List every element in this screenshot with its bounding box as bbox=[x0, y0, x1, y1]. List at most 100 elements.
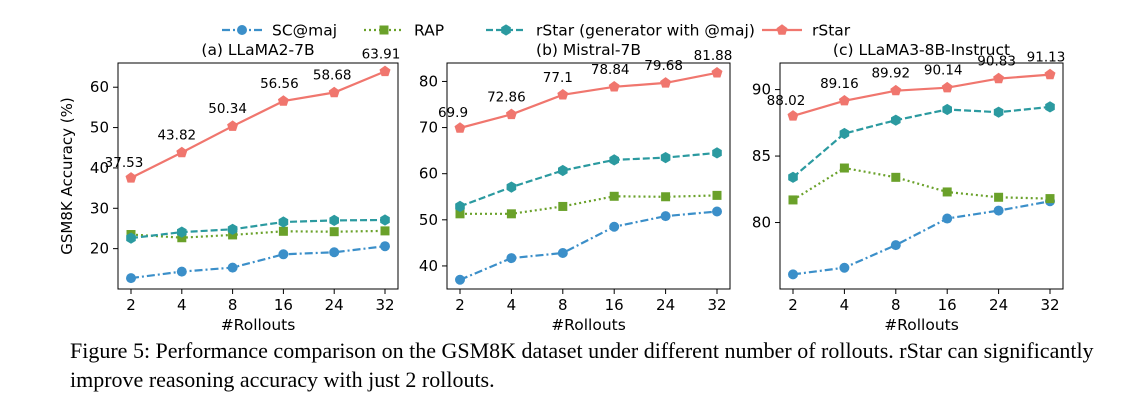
data-point bbox=[278, 216, 289, 228]
data-label: 69.9 bbox=[438, 105, 468, 121]
x-tick-label: 32 bbox=[1040, 296, 1059, 314]
data-point bbox=[380, 241, 390, 252]
data-point bbox=[380, 226, 390, 236]
data-point bbox=[891, 114, 901, 126]
data-point bbox=[712, 206, 722, 217]
data-point bbox=[993, 205, 1004, 216]
data-point bbox=[380, 214, 390, 226]
y-tick-label: 85 bbox=[752, 147, 771, 165]
plot-area bbox=[779, 62, 1064, 290]
data-point bbox=[890, 240, 901, 251]
series-line bbox=[130, 218, 386, 240]
plot-area bbox=[446, 62, 731, 290]
data-label: 91.13 bbox=[1027, 50, 1066, 66]
data-point bbox=[609, 191, 619, 201]
series-line bbox=[459, 151, 718, 208]
data-label: 43.82 bbox=[157, 128, 196, 144]
x-tick-label: 24 bbox=[325, 296, 344, 314]
data-point bbox=[505, 108, 517, 120]
data-point bbox=[788, 171, 798, 183]
legend-label: RAP bbox=[414, 22, 444, 40]
data-point bbox=[993, 72, 1005, 84]
data-point bbox=[660, 152, 671, 164]
x-tick-label: 32 bbox=[707, 296, 726, 314]
legend-item-rstar: rStar bbox=[762, 22, 851, 40]
data-point bbox=[506, 209, 516, 219]
data-label: 79.68 bbox=[644, 58, 683, 74]
data-point bbox=[660, 77, 672, 88]
x-tick-label: 24 bbox=[656, 296, 675, 314]
legend-marker bbox=[776, 24, 788, 35]
y-tick-label: 30 bbox=[90, 199, 109, 217]
data-point bbox=[711, 67, 723, 78]
legend: SC@maj RAP rStar (generator with @maj) rSta… bbox=[222, 22, 851, 40]
x-tick-label: 2 bbox=[455, 296, 465, 314]
y-tick-label: 80 bbox=[752, 214, 771, 232]
data-point bbox=[329, 227, 339, 237]
legend-marker bbox=[501, 24, 511, 36]
data-point bbox=[891, 172, 901, 182]
data-point bbox=[608, 81, 620, 92]
data-point bbox=[126, 273, 136, 284]
y-tick-label: 20 bbox=[90, 240, 109, 258]
data-point bbox=[993, 106, 1004, 118]
legend-label: SC@maj bbox=[272, 22, 337, 40]
x-tick-label: 4 bbox=[840, 296, 850, 314]
series-rstar-generator-with-maj bbox=[455, 147, 722, 212]
x-tick-label: 4 bbox=[507, 296, 517, 314]
data-point bbox=[455, 200, 465, 212]
data-point bbox=[126, 232, 136, 244]
data-point bbox=[712, 147, 722, 159]
y-tick-label: 50 bbox=[419, 211, 438, 229]
data-point bbox=[890, 84, 902, 96]
x-axis-label: #Rollouts bbox=[551, 316, 626, 334]
series-line bbox=[130, 229, 386, 239]
plot-area bbox=[117, 62, 399, 290]
data-label: 58.68 bbox=[313, 68, 352, 84]
data-label: 56.56 bbox=[260, 76, 299, 92]
x-tick-label: 16 bbox=[274, 296, 293, 314]
series-line bbox=[459, 71, 718, 130]
y-tick-label: 60 bbox=[90, 78, 109, 96]
y-tick-label: 40 bbox=[419, 257, 438, 275]
figure-caption: Figure 5: Performance comparison on the … bbox=[70, 338, 1094, 392]
x-tick-label: 32 bbox=[375, 296, 394, 314]
series-sc-maj bbox=[455, 206, 722, 285]
data-label: 77.1 bbox=[543, 70, 573, 86]
legend-marker bbox=[379, 25, 389, 35]
data-point bbox=[454, 122, 466, 133]
data-point bbox=[557, 248, 568, 259]
data-point bbox=[839, 127, 850, 140]
chart-title: (c) LLaMA3-8B-Instruct bbox=[833, 41, 1010, 59]
data-point bbox=[227, 120, 239, 131]
x-tick-label: 8 bbox=[558, 296, 568, 314]
data-point bbox=[712, 190, 722, 200]
series-sc-maj bbox=[788, 196, 1055, 280]
chart-title: (a) LLaMA2-7B bbox=[201, 41, 314, 59]
data-label: 37.53 bbox=[105, 155, 144, 171]
y-tick-label: 50 bbox=[90, 119, 109, 137]
figure: SC@maj RAP rStar (generator with @maj) rSta… bbox=[58, 22, 1065, 335]
data-label: 63.91 bbox=[362, 46, 401, 62]
series-rstar: 37.53 43.82 50.34 56.56 58.68 63.91 bbox=[105, 46, 401, 183]
data-label: 78.84 bbox=[591, 62, 630, 78]
data-point bbox=[1045, 194, 1055, 204]
x-tick-label: 16 bbox=[605, 296, 624, 314]
chart-a-llama2-7b: (a) LLaMA2-7B2 4 8 16 24 32#Rollouts203040506… bbox=[58, 41, 400, 334]
data-point bbox=[941, 81, 953, 93]
data-label: 81.88 bbox=[694, 48, 733, 64]
data-point bbox=[329, 247, 340, 258]
series-line bbox=[130, 245, 386, 280]
data-point bbox=[455, 209, 465, 219]
data-point bbox=[942, 187, 952, 197]
x-tick-label: 8 bbox=[891, 296, 901, 314]
data-point bbox=[177, 226, 187, 238]
x-axis-label: #Rollouts bbox=[884, 316, 959, 334]
data-point bbox=[176, 146, 188, 158]
charts: (a) LLaMA2-7B2 4 8 16 24 32#Rollouts203040506… bbox=[58, 41, 1065, 334]
data-point bbox=[506, 253, 517, 264]
series-line bbox=[792, 166, 1051, 201]
data-label: 89.16 bbox=[820, 76, 859, 92]
data-point bbox=[661, 192, 671, 202]
series-line bbox=[792, 200, 1051, 276]
